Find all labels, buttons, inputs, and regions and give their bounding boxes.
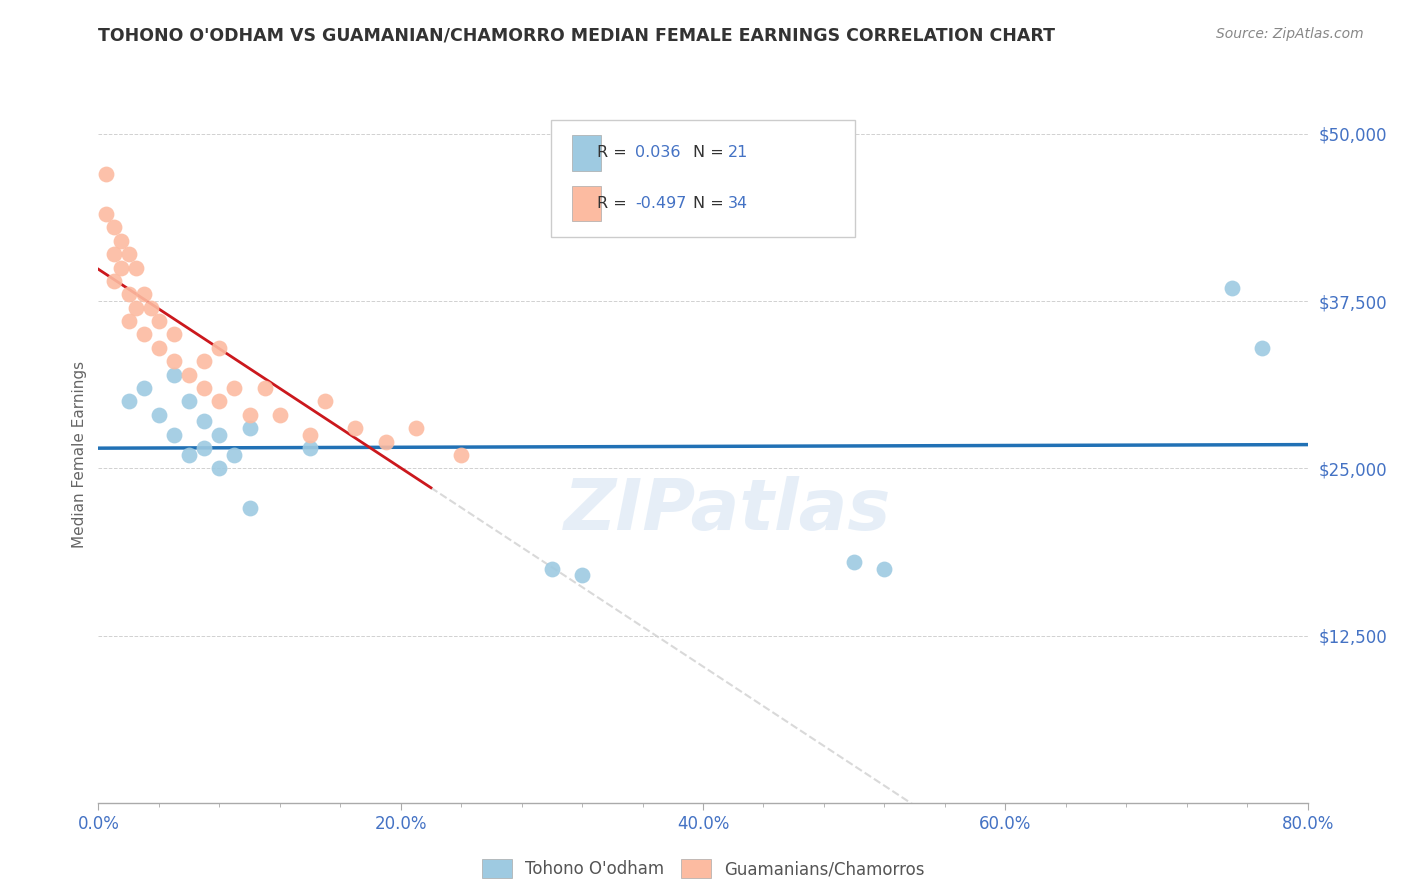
Point	[94, 207, 117, 221]
Point	[118, 247, 141, 261]
Point	[148, 314, 170, 328]
Point	[177, 368, 201, 382]
Point	[163, 327, 186, 342]
Point	[132, 287, 155, 301]
Point	[177, 394, 201, 409]
Text: N =: N =	[693, 195, 728, 211]
Point	[132, 327, 155, 342]
Point	[239, 501, 262, 516]
Point	[314, 394, 336, 409]
Point	[103, 274, 125, 288]
Point	[224, 448, 246, 462]
Point	[299, 442, 322, 455]
Text: 21: 21	[728, 145, 748, 160]
Point	[103, 247, 125, 261]
Text: ZIPatlas: ZIPatlas	[564, 476, 891, 545]
Text: Source: ZipAtlas.com: Source: ZipAtlas.com	[1216, 27, 1364, 41]
Text: R =: R =	[598, 145, 633, 160]
Point	[94, 167, 117, 181]
Point	[148, 341, 170, 355]
Text: 34: 34	[728, 195, 748, 211]
Point	[193, 354, 215, 368]
Y-axis label: Median Female Earnings: Median Female Earnings	[72, 361, 87, 549]
Point	[125, 260, 148, 275]
Point	[253, 381, 276, 395]
Point	[208, 428, 231, 442]
Point	[405, 421, 427, 435]
Point	[193, 442, 215, 455]
Point	[269, 408, 291, 422]
Point	[208, 394, 231, 409]
Legend: Tohono O'odham, Guamanians/Chamorros: Tohono O'odham, Guamanians/Chamorros	[475, 853, 931, 885]
Point	[239, 421, 262, 435]
Point	[208, 341, 231, 355]
Point	[224, 381, 246, 395]
Point	[193, 381, 215, 395]
Point	[1220, 280, 1243, 294]
Point	[344, 421, 367, 435]
Text: TOHONO O'ODHAM VS GUAMANIAN/CHAMORRO MEDIAN FEMALE EARNINGS CORRELATION CHART: TOHONO O'ODHAM VS GUAMANIAN/CHAMORRO MED…	[98, 27, 1056, 45]
Point	[103, 220, 125, 235]
Point	[239, 408, 262, 422]
Point	[148, 408, 170, 422]
Text: 0.036: 0.036	[636, 145, 681, 160]
Point	[163, 368, 186, 382]
Point	[110, 234, 132, 248]
Point	[540, 562, 562, 576]
Point	[118, 394, 141, 409]
Point	[110, 260, 132, 275]
Point	[125, 301, 148, 315]
Point	[844, 555, 866, 569]
Point	[299, 428, 322, 442]
Point	[163, 428, 186, 442]
Point	[374, 434, 396, 449]
Text: R =: R =	[598, 195, 633, 211]
Point	[450, 448, 472, 462]
Point	[118, 287, 141, 301]
Point	[163, 354, 186, 368]
Point	[208, 461, 231, 475]
Point	[1251, 341, 1274, 355]
Point	[141, 301, 163, 315]
Point	[193, 414, 215, 429]
Point	[873, 562, 896, 576]
Text: N =: N =	[693, 145, 728, 160]
Text: -0.497: -0.497	[636, 195, 686, 211]
Point	[177, 448, 201, 462]
Point	[571, 568, 593, 582]
Point	[132, 381, 155, 395]
Point	[118, 314, 141, 328]
